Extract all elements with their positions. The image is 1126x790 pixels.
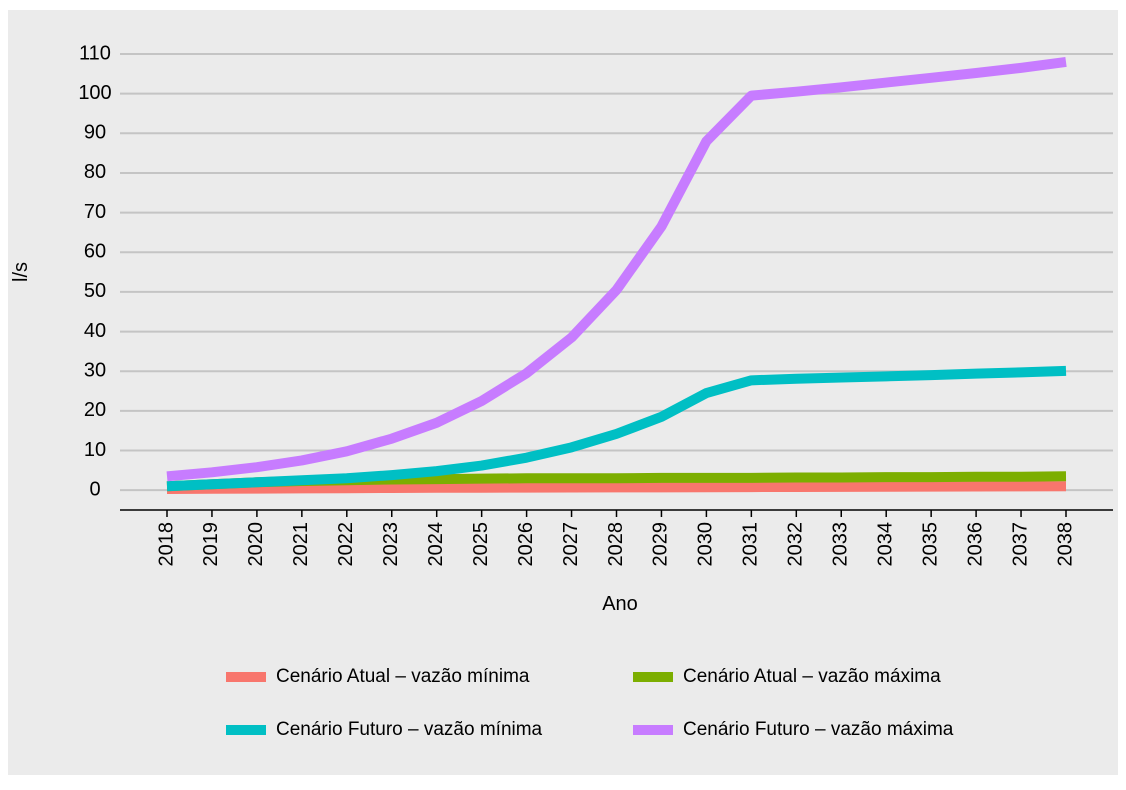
x-tick-label: 2018 (155, 522, 177, 567)
x-tick-label: 2029 (650, 522, 672, 567)
x-axis-label: Ano (602, 593, 638, 615)
y-tick-label: 60 (84, 241, 106, 263)
legend-swatch (226, 725, 266, 735)
panel-background (8, 10, 1118, 775)
x-tick-label: 2028 (605, 522, 627, 567)
series-line (166, 481, 1067, 494)
legend-swatch (633, 672, 673, 682)
y-tick-label: 30 (84, 359, 106, 381)
series-line (166, 365, 1067, 492)
y-tick-label: 40 (84, 320, 106, 342)
x-tick-label: 2023 (380, 522, 402, 567)
y-tick-label: 50 (84, 280, 106, 302)
y-tick-label: 110 (79, 42, 111, 64)
x-tick-label: 2024 (425, 522, 447, 567)
y-tick-label: 80 (84, 161, 106, 183)
series-line (166, 56, 1067, 482)
x-tick-label: 2037 (1009, 522, 1031, 567)
x-tick-label: 2031 (740, 522, 762, 567)
y-axis-label: l/s (10, 262, 32, 282)
legend-label: Cenário Atual – vazão mínima (276, 666, 530, 687)
x-tick-label: 2025 (470, 522, 492, 567)
x-tick-label: 2026 (515, 522, 537, 567)
legend-swatch (226, 672, 266, 682)
y-tick-label: 90 (84, 122, 106, 144)
legend-label: Cenário Futuro – vazão máxima (683, 719, 954, 740)
x-tick-label: 2020 (245, 522, 267, 567)
x-tick-label: 2019 (200, 522, 222, 567)
x-tick-label: 2021 (290, 522, 312, 567)
x-tick-label: 2034 (874, 522, 896, 567)
x-tick-label: 2032 (785, 522, 807, 567)
y-tick-label: 100 (78, 82, 111, 104)
x-tick-label: 2033 (830, 522, 852, 567)
legend-swatch (633, 725, 673, 735)
y-tick-label: 0 (89, 478, 100, 500)
y-tick-label: 10 (84, 439, 106, 461)
x-tick-label: 2022 (335, 522, 357, 567)
x-tick-label: 2027 (560, 522, 582, 567)
y-tick-label: 20 (84, 399, 106, 421)
x-tick-label: 2035 (919, 522, 941, 567)
legend-label: Cenário Futuro – vazão mínima (276, 719, 543, 740)
x-tick-label: 2036 (964, 522, 986, 567)
x-tick-label: 2038 (1054, 522, 1076, 567)
x-tick-label: 2030 (695, 522, 717, 567)
y-tick-label: 70 (84, 201, 106, 223)
legend-label: Cenário Atual – vazão máxima (683, 666, 941, 687)
